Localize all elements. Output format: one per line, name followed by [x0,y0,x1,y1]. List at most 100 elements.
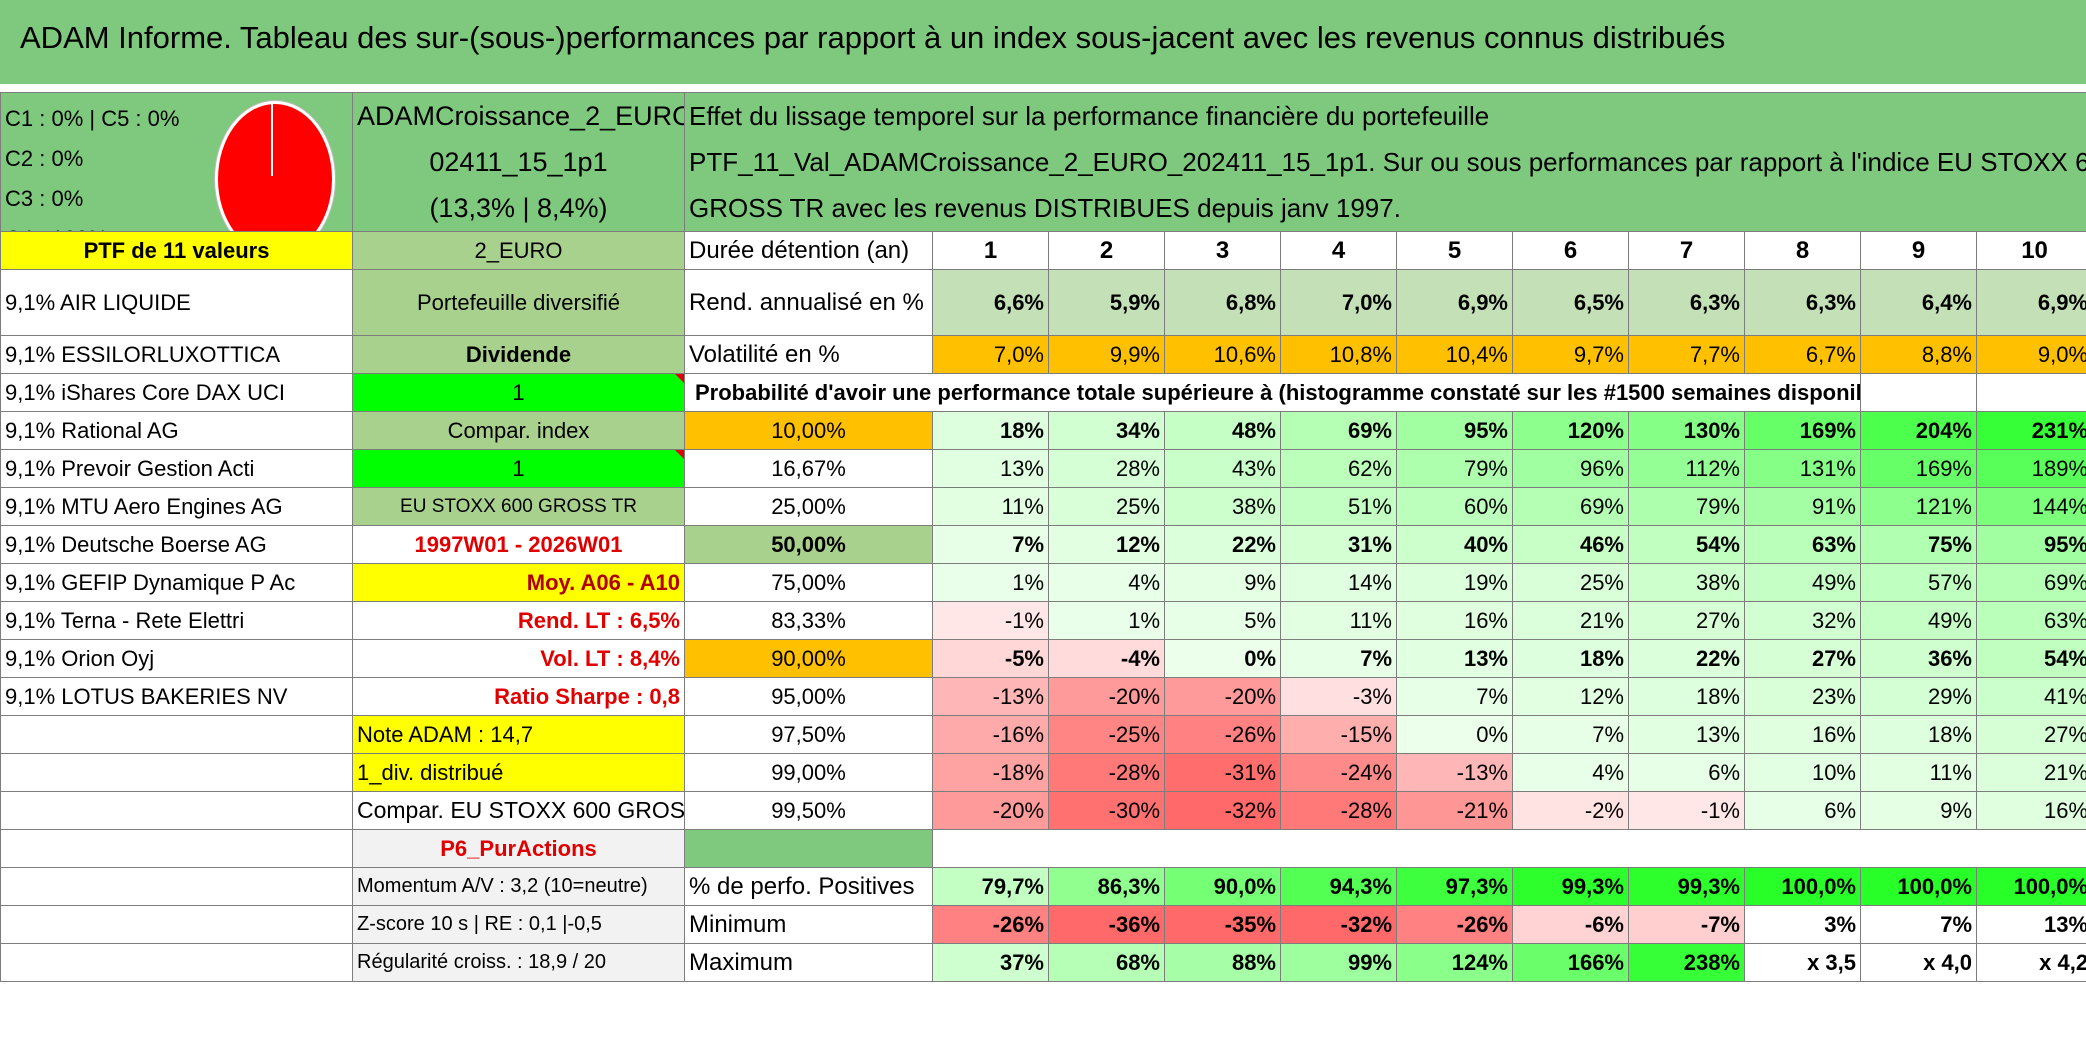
quantile-value: 1% [932,563,1049,602]
quantile-value: 23% [1744,677,1861,716]
quantile-value: 22% [1164,525,1281,564]
currency-label: 2_EURO [352,231,685,270]
mid-label-div: 1_div. distribué [352,753,685,792]
quantile-value: 5% [1164,601,1281,640]
quantile-value: 54% [1628,525,1745,564]
mid-label-moy: Moy. A06 - A10 [352,563,685,602]
vol-value: 10,8% [1280,335,1397,374]
quantile-value: 1% [1048,601,1165,640]
quantile-value: 120% [1512,411,1629,450]
quantile-value: 7% [932,525,1049,564]
year-header: 2 [1048,231,1165,270]
max-value: 37% [932,943,1049,982]
year-header: 7 [1628,231,1745,270]
year-header: 3 [1164,231,1281,270]
vol-label: Volatilité en % [684,335,933,374]
quantile-value: 62% [1280,449,1397,488]
rend-value: 5,9% [1048,269,1165,336]
quantile-value: 95% [1975,525,2086,564]
portfolio-name-cell: ADAMCroissance_2_EURO_2 02411_15_1p1 (13… [352,92,685,232]
quantile-value: -1% [932,601,1049,640]
quantile-value: 18% [932,411,1049,450]
quantile-label: 83,33% [684,601,933,640]
quantile-value: -30% [1048,791,1165,830]
holding-row: 9,1% MTU Aero Engines AG [0,487,353,526]
quantile-value: 57% [1860,563,1977,602]
portfolio-name-line: (13,3% | 8,4%) [429,193,608,223]
quantile-value: 91% [1744,487,1861,526]
quantile-value: 27% [1628,601,1745,640]
quantile-value: 51% [1280,487,1397,526]
year-header: 6 [1512,231,1629,270]
quantile-value: 204% [1860,411,1977,450]
empty-cell [684,829,933,868]
pos-value: 100,0% [1860,867,1977,906]
quantile-value: 14% [1280,563,1397,602]
quantile-value: 22% [1628,639,1745,678]
quantile-value: 6% [1628,753,1745,792]
max-value: x 4,2 [1975,943,2086,982]
class-line: C2 : 0% [5,146,84,171]
zscore-label: Z-score 10 s | RE : 0,1 |-0,5 [352,905,685,944]
quantile-value: 46% [1512,525,1629,564]
quantile-value: 0% [1396,715,1513,754]
dividend-label: Dividende [352,335,685,374]
min-value: -7% [1628,905,1745,944]
holding-row [0,753,353,792]
quantile-value: 144% [1975,487,2086,526]
quantile-value: 121% [1860,487,1977,526]
quantile-value: 19% [1396,563,1513,602]
pos-label: % de perfo. Positives [684,867,933,906]
quantile-value: 28% [1048,449,1165,488]
quantile-label: 99,00% [684,753,933,792]
quantile-value: -20% [1164,677,1281,716]
max-value: x 3,5 [1744,943,1861,982]
flag-one-a: 1 [352,373,685,412]
min-value: -6% [1512,905,1629,944]
quantile-value: -3% [1280,677,1397,716]
mid-label-vol-lt: Vol. LT : 8,4% [352,639,685,678]
max-value: x 4,0 [1860,943,1977,982]
quantile-value: 13% [1628,715,1745,754]
holding-row: 9,1% LOTUS BAKERIES NV [0,677,353,716]
vol-value: 9,0% [1975,335,2086,374]
quantile-value: 49% [1744,563,1861,602]
quantile-value: 13% [1396,639,1513,678]
quantile-value: 25% [1512,563,1629,602]
quantile-value: -1% [1628,791,1745,830]
quantile-value: -26% [1164,715,1281,754]
quantile-value: 38% [1164,487,1281,526]
min-value: -36% [1048,905,1165,944]
holding-row: 9,1% Deutsche Boerse AG [0,525,353,564]
mid-label-one-b: 1 [352,449,685,488]
year-header: 9 [1860,231,1977,270]
quantile-value: 79% [1628,487,1745,526]
quantile-value: 36% [1860,639,1977,678]
quantile-value: -16% [932,715,1049,754]
quantile-label: 25,00% [684,487,933,526]
description-line: Effet du lissage temporel sur la perform… [689,101,1490,131]
max-value: 88% [1164,943,1281,982]
category-label: P6_PurActions [352,829,685,868]
quantile-label: 10,00% [684,411,933,450]
pos-value: 90,0% [1164,867,1281,906]
regularite-label: Régularité croiss. : 18,9 / 20 [352,943,685,982]
quantile-value: -15% [1280,715,1397,754]
empty-cell [0,943,353,982]
quantile-value: 41% [1975,677,2086,716]
quantile-value: -25% [1048,715,1165,754]
diversified-label: Portefeuille diversifié [352,269,685,336]
quantile-value: 18% [1860,715,1977,754]
quantile-label: 75,00% [684,563,933,602]
quantile-value: 79% [1396,449,1513,488]
quantile-value: 9% [1860,791,1977,830]
max-value: 238% [1628,943,1745,982]
max-value: 68% [1048,943,1165,982]
description-line: GROSS TR avec les revenus DISTRIBUES dep… [689,193,1401,223]
max-value: 124% [1396,943,1513,982]
quantile-value: 69% [1975,563,2086,602]
rend-value: 6,5% [1512,269,1629,336]
quantile-value: 169% [1744,411,1861,450]
quantile-value: 48% [1164,411,1281,450]
quantile-value: 169% [1860,449,1977,488]
